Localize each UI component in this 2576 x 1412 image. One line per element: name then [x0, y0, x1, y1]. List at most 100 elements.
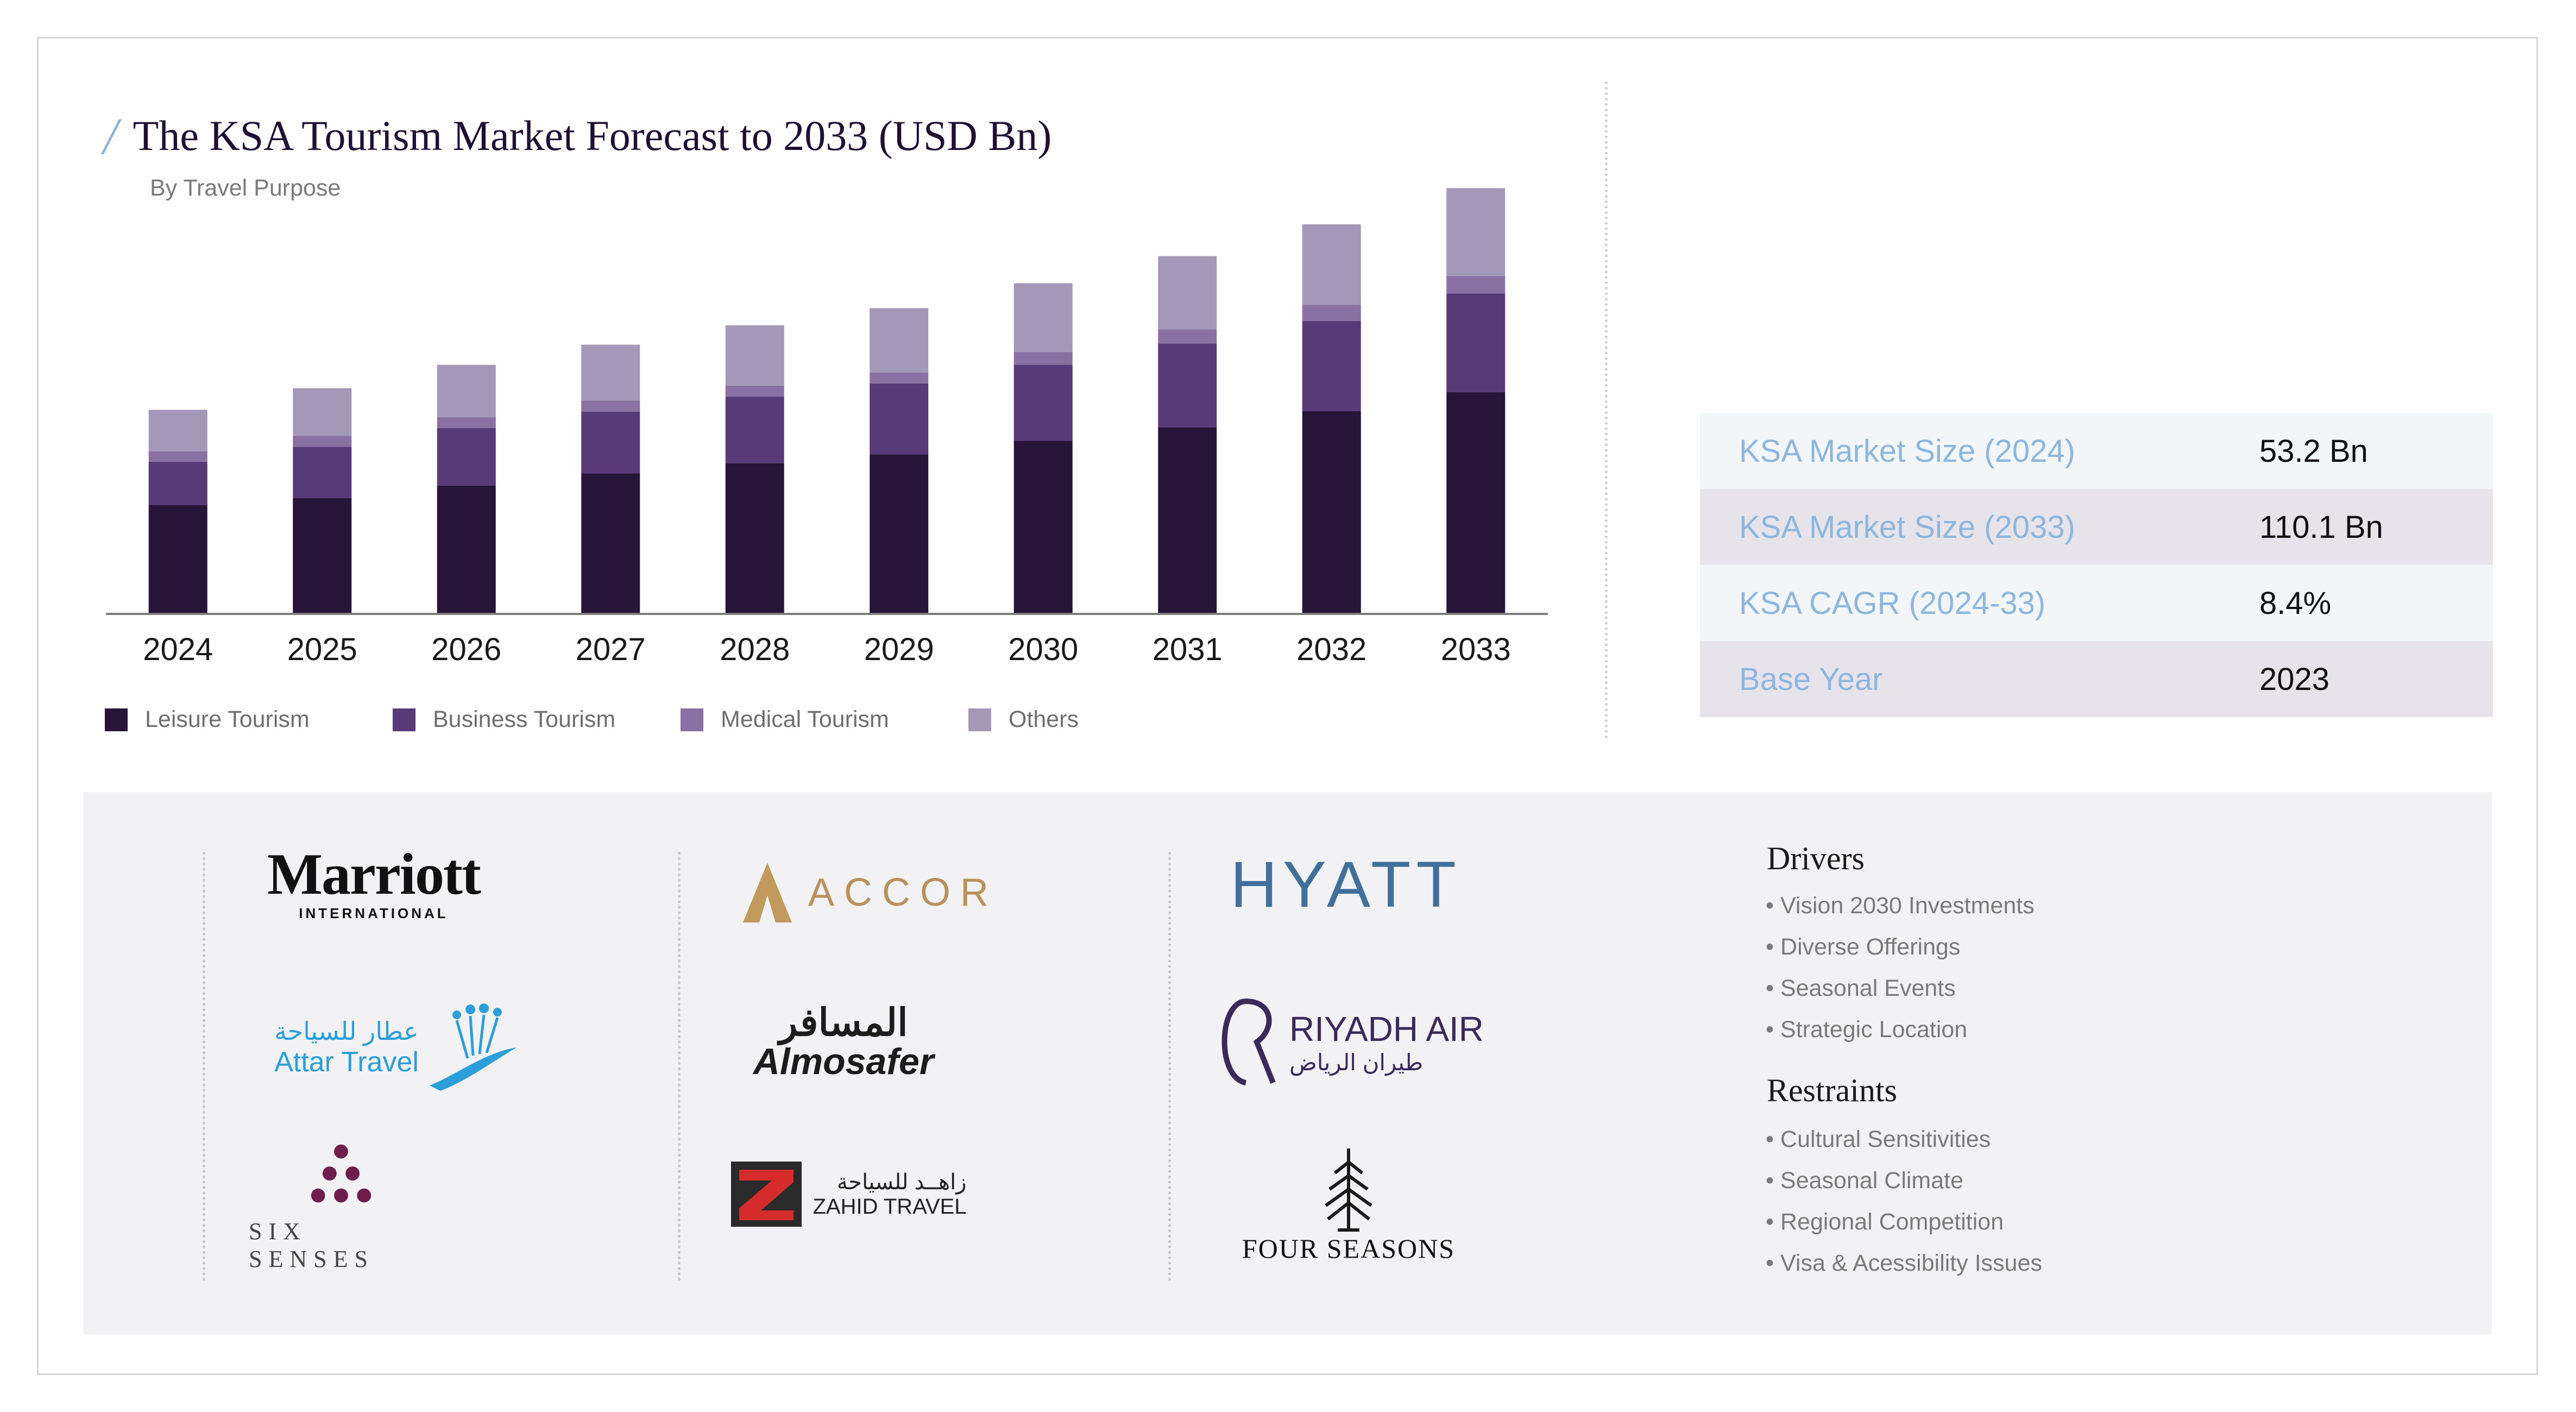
bar-segment-medical-tourism-2033	[1446, 275, 1506, 294]
x-tick-label: 2025	[287, 632, 357, 667]
restraint-item: • Visa & Acessibility Issues	[1766, 1250, 2042, 1276]
zahid-z-icon	[731, 1162, 802, 1227]
marriott-logo-subtext: INTERNATIONAL	[299, 905, 449, 921]
chart-legend: Leisure Tourism Business Tourism Medical…	[105, 706, 1256, 733]
bar-segment-business-tourism-2028	[725, 397, 784, 463]
driver-item: • Strategic Location	[1766, 1016, 1968, 1043]
key-players-panel: Marriott INTERNATIONAL عطار للسياحة Atta…	[83, 792, 2492, 1334]
riyadh-air-logo: RIYADH AIR طيران الرياض	[1213, 988, 1484, 1096]
driver-item: • Seasonal Events	[1766, 975, 1956, 1001]
legend-swatch-others	[968, 708, 991, 731]
zahid-logo-arabic: زاهــد للسياحة	[836, 1170, 967, 1194]
stat-row: KSA CAGR (2024-33) 8.4%	[1700, 565, 2493, 641]
bar-segment-others-2028	[725, 325, 784, 386]
attar-logo-arabic: عطار للسياحة	[274, 1017, 419, 1045]
bar-segment-medical-tourism-2029	[870, 372, 929, 384]
bar-segment-business-tourism-2031	[1158, 343, 1217, 428]
bar-segment-leisure-tourism-2024	[148, 505, 207, 613]
restraint-item: • Cultural Sensitivities	[1766, 1126, 1991, 1152]
bar-segment-leisure-tourism-2031	[1158, 427, 1217, 613]
x-tick-label: 2033	[1441, 632, 1511, 667]
zahid-travel-logo: زاهــد للسياحة ZAHID TRAVEL	[729, 1153, 968, 1235]
bar-segment-leisure-tourism-2028	[725, 463, 784, 613]
bar-segment-business-tourism-2027	[581, 411, 640, 474]
restraints-heading: Restraints	[1767, 1072, 1897, 1108]
legend-label-others: Others	[1009, 706, 1079, 732]
column-divider	[203, 852, 205, 1281]
bar-segment-business-tourism-2030	[1013, 365, 1073, 441]
x-tick-label: 2029	[864, 632, 934, 667]
bar-segment-leisure-tourism-2027	[581, 473, 640, 613]
driver-item-text: Seasonal Events	[1780, 975, 1956, 1001]
accor-mark-icon	[742, 863, 792, 922]
bar-segment-medical-tourism-2032	[1302, 305, 1361, 321]
riyadh-air-r-icon	[1221, 999, 1276, 1085]
x-tick-label: 2028	[720, 632, 790, 667]
x-tick-label: 2026	[431, 632, 501, 667]
x-tick-label: 2030	[1008, 632, 1078, 667]
bar-segment-medical-tourism-2025	[293, 436, 352, 447]
almosafer-logo-latin: Almosafer	[753, 1041, 934, 1082]
bar-segment-others-2026	[437, 365, 496, 417]
chart-title: The KSA Tourism Market Forecast to 2033 …	[133, 112, 1052, 159]
bar-segment-medical-tourism-2024	[148, 451, 207, 462]
stat-label: KSA Market Size (2033)	[1739, 509, 2075, 545]
bar-segment-others-2032	[1302, 224, 1361, 305]
driver-item: • Vision 2030 Investments	[1766, 893, 2035, 919]
bar-segment-others-2025	[293, 388, 352, 436]
bar-segment-others-2033	[1446, 188, 1506, 276]
bar-segment-leisure-tourism-2029	[870, 454, 929, 613]
hyatt-logo: HYATT	[1215, 844, 1476, 925]
stat-label: KSA CAGR (2024-33)	[1739, 585, 2046, 621]
accor-logo: ACCOR	[729, 855, 1012, 931]
stacked-bar-chart: 2024 2025 2026 2027 2028 2029 2030 2031 2032 2033	[106, 188, 1548, 667]
riyadh-air-logo-arabic: طيران الرياض	[1289, 1049, 1424, 1075]
restraint-item-text: Regional Competition	[1780, 1209, 2004, 1235]
stat-label: KSA Market Size (2024)	[1739, 433, 2075, 469]
bar-segment-medical-tourism-2031	[1158, 329, 1217, 344]
legend-label-leisure: Leisure Tourism	[145, 706, 310, 732]
bar-segment-others-2030	[1013, 283, 1073, 352]
x-tick-label: 2027	[576, 632, 646, 667]
driver-item: • Diverse Offerings	[1766, 934, 1961, 960]
legend-swatch-business	[393, 708, 415, 731]
x-tick-label: 2024	[143, 632, 213, 667]
stat-row: KSA Market Size (2024) 53.2 Bn	[1700, 413, 2493, 489]
title-accent-slash: /	[103, 106, 118, 165]
four-seasons-logo: FOUR SEASONS	[1213, 1134, 1484, 1276]
four-seasons-logo-text: FOUR SEASONS	[1242, 1233, 1456, 1264]
bar-segment-business-tourism-2025	[293, 447, 352, 498]
stat-value: 110.1 Bn	[2259, 509, 2383, 545]
driver-item-text: Vision 2030 Investments	[1780, 893, 2035, 919]
driver-item-text: Diverse Offerings	[1780, 934, 1961, 960]
bar-segment-business-tourism-2033	[1446, 293, 1506, 392]
legend-item-others: Others	[968, 706, 1256, 733]
section-divider	[1605, 81, 1608, 739]
restraint-item: • Regional Competition	[1766, 1209, 2004, 1235]
marriott-logo-text: Marriott	[267, 842, 481, 907]
legend-swatch-leisure	[105, 708, 128, 731]
bar-segment-business-tourism-2024	[148, 461, 207, 505]
attar-travel-logo: عطار للسياحة Attar Travel	[260, 993, 542, 1102]
four-seasons-tree-icon	[1325, 1149, 1372, 1232]
restraint-item-text: Cultural Sensitivities	[1780, 1126, 1991, 1152]
bar-segment-others-2027	[581, 344, 640, 401]
six-senses-logo: SIX SENSES	[249, 1143, 433, 1273]
legend-item-business: Business Tourism	[393, 706, 681, 733]
restraint-item-text: Seasonal Climate	[1780, 1168, 1964, 1194]
restraint-item: • Seasonal Climate	[1766, 1168, 1964, 1194]
stat-label: Base Year	[1739, 661, 1883, 697]
riyadh-air-logo-latin: RIYADH AIR	[1289, 1009, 1484, 1049]
bar-segment-leisure-tourism-2026	[437, 485, 496, 613]
bar-segment-medical-tourism-2027	[581, 400, 640, 412]
stat-value: 8.4%	[2259, 585, 2332, 621]
column-divider	[678, 852, 681, 1281]
bar-segment-others-2024	[148, 410, 207, 452]
bar-segment-others-2031	[1158, 256, 1217, 330]
bar-segment-business-tourism-2026	[437, 428, 496, 486]
accor-logo-text: ACCOR	[808, 871, 998, 914]
x-tick-label: 2032	[1296, 632, 1366, 667]
x-tick-label: 2031	[1152, 632, 1223, 667]
legend-swatch-medical	[681, 708, 703, 731]
chart-subtitle: By Travel Purpose	[150, 175, 341, 201]
